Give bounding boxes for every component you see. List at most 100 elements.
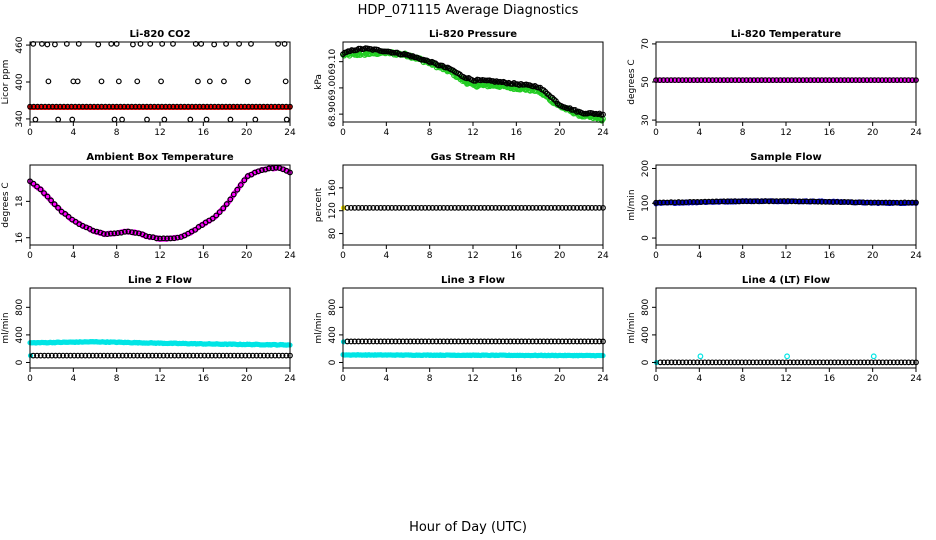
data-point xyxy=(400,204,406,211)
x-axis: 0 4 8 12 16 20 24 xyxy=(340,245,609,261)
y-axis: 30 50 70 xyxy=(641,38,656,126)
data-point xyxy=(212,352,219,359)
data-point xyxy=(41,352,48,359)
data-point xyxy=(753,359,760,366)
data-point xyxy=(227,196,234,203)
data-point xyxy=(130,352,137,359)
data-point xyxy=(717,198,723,205)
data-point xyxy=(772,359,779,366)
y-tick-label: 70 xyxy=(641,38,651,50)
data-point xyxy=(592,204,599,211)
data-point xyxy=(98,103,105,110)
data-point xyxy=(596,338,603,345)
data-point xyxy=(275,352,282,359)
data-point xyxy=(216,352,223,359)
data-point xyxy=(98,78,105,85)
data-point xyxy=(125,103,131,110)
data-point xyxy=(374,338,380,345)
data-point xyxy=(101,352,107,359)
data-point xyxy=(803,198,810,205)
x-tick-label: 8 xyxy=(740,374,746,384)
data-point xyxy=(130,41,136,48)
data-point xyxy=(747,198,754,205)
data-point xyxy=(766,77,772,83)
data-point xyxy=(201,352,208,359)
data-point xyxy=(134,78,141,85)
data-point xyxy=(764,359,771,366)
panel-title: Line 3 Flow xyxy=(441,275,505,286)
data-point xyxy=(905,359,912,366)
x-tick-label: 24 xyxy=(597,251,609,261)
data-point xyxy=(158,78,164,85)
y-tick-label: 0 xyxy=(15,359,25,365)
data-point xyxy=(525,204,532,211)
data-point xyxy=(440,204,447,211)
data-point xyxy=(738,359,745,366)
data-point xyxy=(668,199,674,206)
x-tick-label: 16 xyxy=(511,251,523,261)
data-point xyxy=(448,204,454,211)
data-point xyxy=(422,338,429,345)
y-tick-label: 460 xyxy=(15,36,25,53)
data-point xyxy=(48,352,55,359)
data-point xyxy=(264,352,271,359)
data-point xyxy=(429,204,436,211)
data-point xyxy=(794,359,801,366)
data-point xyxy=(548,338,555,345)
data-point xyxy=(192,226,199,233)
data-point xyxy=(890,359,897,366)
data-point xyxy=(37,186,44,193)
data-point xyxy=(788,198,795,205)
x-tick-label: 8 xyxy=(740,128,746,138)
data-point xyxy=(574,204,580,211)
data-point xyxy=(463,338,469,345)
data-point xyxy=(574,338,580,345)
data-point xyxy=(555,204,562,211)
data-point xyxy=(128,229,135,236)
data-point xyxy=(223,201,230,207)
plot-frame xyxy=(29,41,291,123)
data-point xyxy=(537,204,543,211)
data-point xyxy=(735,359,742,366)
data-point xyxy=(414,338,421,345)
x-tick-label: 12 xyxy=(154,374,165,384)
data-point xyxy=(477,338,484,345)
data-point xyxy=(234,103,241,110)
data-point xyxy=(800,198,806,205)
y-axis-label: degrees C xyxy=(627,59,637,104)
data-point xyxy=(697,353,704,360)
data-point xyxy=(252,116,259,123)
x-tick-label: 0 xyxy=(653,251,659,261)
data-point xyxy=(909,359,916,366)
data-point xyxy=(283,352,290,359)
data-point xyxy=(57,103,64,110)
data-point xyxy=(230,103,237,110)
data-point xyxy=(264,103,271,110)
data-point xyxy=(175,352,182,359)
data-point xyxy=(53,103,60,110)
x-tick-label: 16 xyxy=(824,251,836,261)
x-axis: 0 4 8 12 16 20 24 xyxy=(27,245,296,261)
data-point xyxy=(811,198,818,205)
data-point xyxy=(422,204,429,211)
data-point xyxy=(702,77,708,83)
data-point xyxy=(731,359,738,366)
x-tick-label: 16 xyxy=(198,374,210,384)
data-point xyxy=(687,359,693,366)
panel-title: Ambient Box Temperature xyxy=(86,152,233,163)
data-point xyxy=(837,199,844,206)
x-tick-label: 8 xyxy=(114,128,120,138)
data-point xyxy=(514,338,521,345)
data-point xyxy=(194,352,200,359)
data-point xyxy=(898,359,905,366)
data-point xyxy=(503,204,510,211)
data-point xyxy=(754,198,761,205)
data-point xyxy=(78,352,85,359)
y-tick-label: 0 xyxy=(641,359,651,365)
data-point xyxy=(168,352,174,359)
data-point xyxy=(158,103,165,110)
data-point xyxy=(769,77,776,83)
data-point xyxy=(784,353,790,360)
data-point xyxy=(74,352,81,359)
data-point xyxy=(396,338,403,345)
